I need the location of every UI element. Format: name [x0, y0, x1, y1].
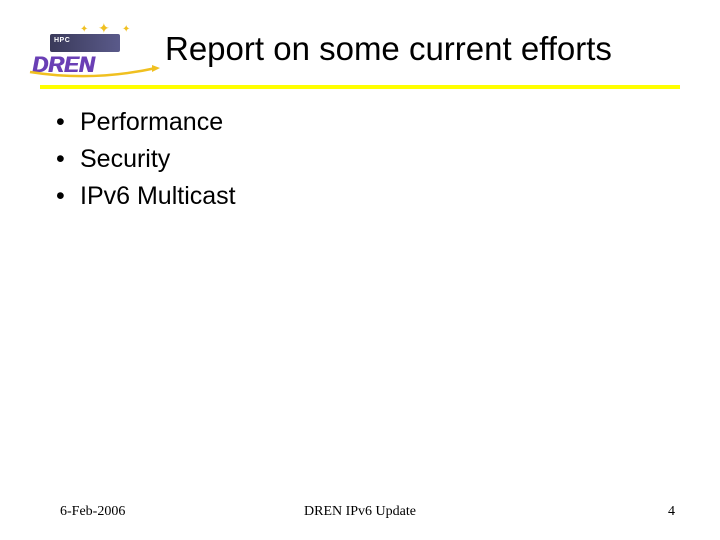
title-rule [40, 85, 680, 89]
bullet-text: Performance [80, 108, 223, 136]
content-area: Performance Security IPv6 Multicast [56, 108, 236, 219]
bullet-item: Security [56, 145, 236, 174]
bullet-text: IPv6 Multicast [80, 182, 236, 210]
footer: 6-Feb-2006 DREN IPv6 Update 4 [0, 500, 720, 520]
slide-title: Report on some current efforts [165, 30, 612, 68]
bullet-text: Security [80, 145, 170, 173]
hpc-badge: HPC [50, 34, 120, 52]
swoosh-icon [28, 64, 158, 84]
footer-title: DREN IPv6 Update [0, 504, 720, 520]
footer-page-number: 4 [668, 504, 675, 520]
star-icon: ✦ [122, 24, 130, 35]
bullet-item: IPv6 Multicast [56, 182, 236, 211]
hpc-label: HPC [54, 37, 70, 44]
logo: ✦ ✦ ✦ HPC DREN [20, 20, 150, 75]
bullet-list: Performance Security IPv6 Multicast [56, 108, 236, 211]
slide: ✦ ✦ ✦ HPC DREN Report on some current ef… [0, 0, 720, 540]
bullet-item: Performance [56, 108, 236, 137]
